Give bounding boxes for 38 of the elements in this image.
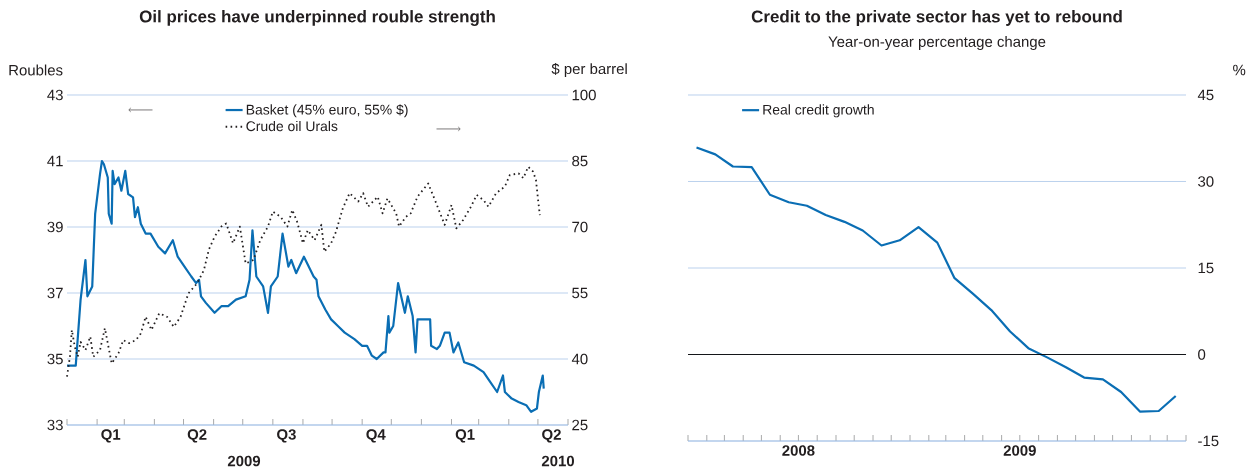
y2-tick-label: 100 — [572, 89, 596, 101]
y2-tick-label: -15 — [1198, 435, 1219, 447]
line-series — [695, 146, 1177, 413]
y2-axis-title: $ per barrel — [551, 62, 627, 78]
x-tick-label: Q2 — [542, 429, 561, 443]
y2-tick-label: 40 — [571, 353, 588, 365]
y-tick-label: 39 — [47, 221, 63, 233]
legend-label: Basket (45% euro, 55% $) — [246, 104, 408, 118]
y2-tick-label: 70 — [572, 221, 588, 233]
y2-tick-label: 30 — [1198, 176, 1214, 187]
y2-tick-label: 15 — [1198, 262, 1214, 274]
y2-axis-title: % — [1233, 64, 1246, 76]
y2-tick-label: 25 — [572, 419, 588, 431]
y2-tick-label: 0 — [1198, 349, 1206, 360]
x-tick-label: Q3 — [277, 429, 296, 443]
x-tick-label: Q1 — [455, 429, 475, 443]
y2-tick-label: 45 — [1197, 89, 1214, 101]
x-tick-label: 2008 — [782, 445, 815, 456]
chart-title: Oil prices have underpinned rouble strength — [139, 10, 495, 26]
y-tick-label: 43 — [47, 89, 63, 101]
chart-subtitle: Year-on-year percentage change — [828, 36, 1046, 50]
legend-label: Crude oil Urals — [246, 120, 338, 132]
y-tick-label: 41 — [47, 155, 63, 167]
y2-tick-label: 55 — [572, 287, 588, 299]
legend-label: Real credit growth — [763, 104, 874, 118]
y-tick-label: 37 — [47, 287, 63, 299]
y-tick-label: 35 — [47, 353, 63, 365]
x-tick-label: Q1 — [101, 429, 121, 443]
y-axis-title: Roubles — [9, 64, 63, 76]
line-series — [66, 165, 541, 378]
chart-title: Credit to the private sector has yet to rebound — [751, 10, 1122, 26]
x-tick-label: Q2 — [187, 429, 207, 443]
text: 2010 — [541, 455, 574, 467]
text: 2009 — [227, 455, 261, 467]
y2-tick-label: 85 — [572, 155, 588, 167]
line-series — [65, 159, 545, 413]
x-tick-label: Q4 — [366, 429, 386, 443]
y-tick-label: 33 — [47, 419, 63, 431]
